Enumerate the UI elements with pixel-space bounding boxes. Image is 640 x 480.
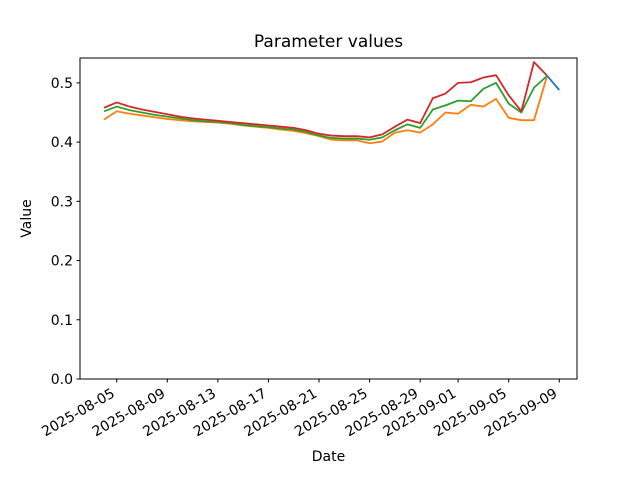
series-line-red (103, 61, 548, 139)
chart-title: Parameter values (254, 32, 403, 52)
y-tick-label: 0.1 (51, 313, 73, 329)
y-axis-label: Value (19, 199, 35, 237)
y-tick-label: 0.5 (51, 76, 73, 92)
y-tick-label: 0.0 (51, 372, 73, 388)
y-tick-label: 0.2 (51, 254, 73, 270)
series-line-green (103, 75, 548, 141)
series-line-orange (103, 77, 548, 145)
plot-area: 0.00.10.20.30.40.52025-08-052025-08-0920… (39, 57, 578, 440)
x-axis-label: Date (312, 449, 345, 465)
axes-spines (79, 57, 578, 380)
series-line-blue (545, 74, 560, 91)
y-tick-label: 0.3 (51, 194, 73, 210)
y-tick-label: 0.4 (51, 135, 73, 151)
